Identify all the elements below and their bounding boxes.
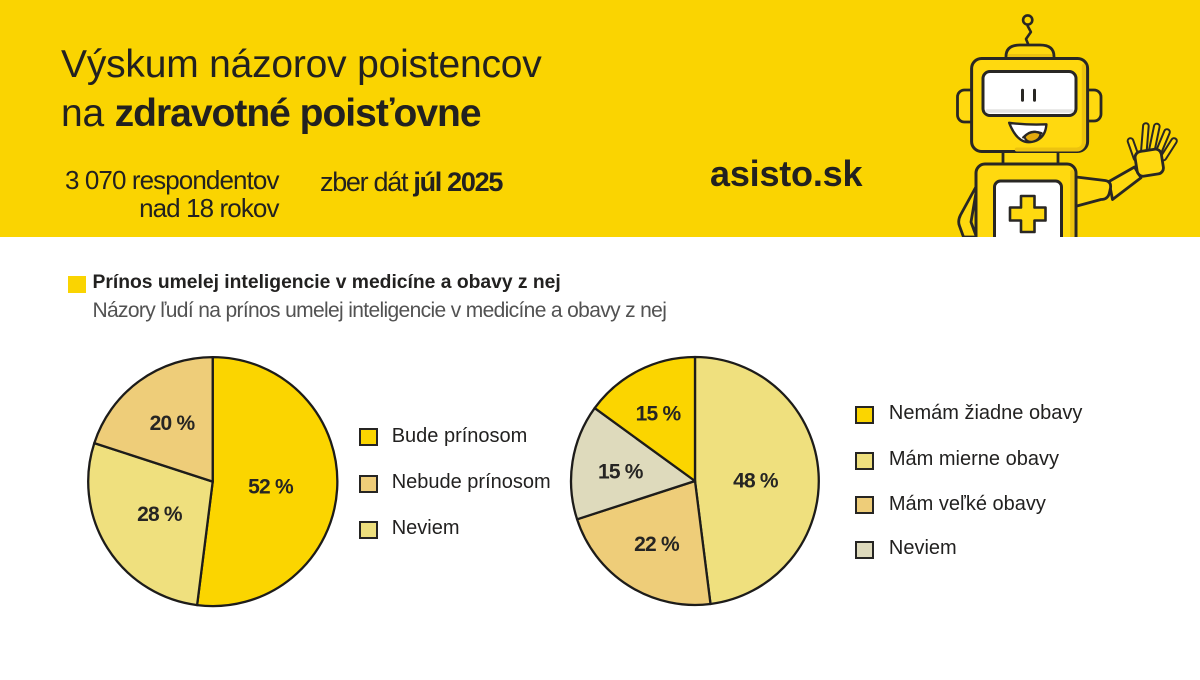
svg-text:48 %: 48 % xyxy=(733,470,779,493)
svg-text:15 %: 15 % xyxy=(598,461,644,484)
svg-text:22 %: 22 % xyxy=(634,533,680,556)
svg-text:28 %: 28 % xyxy=(137,503,183,526)
svg-text:20 %: 20 % xyxy=(150,412,196,435)
svg-text:52 %: 52 % xyxy=(248,476,294,499)
svg-text:15 %: 15 % xyxy=(636,402,682,425)
